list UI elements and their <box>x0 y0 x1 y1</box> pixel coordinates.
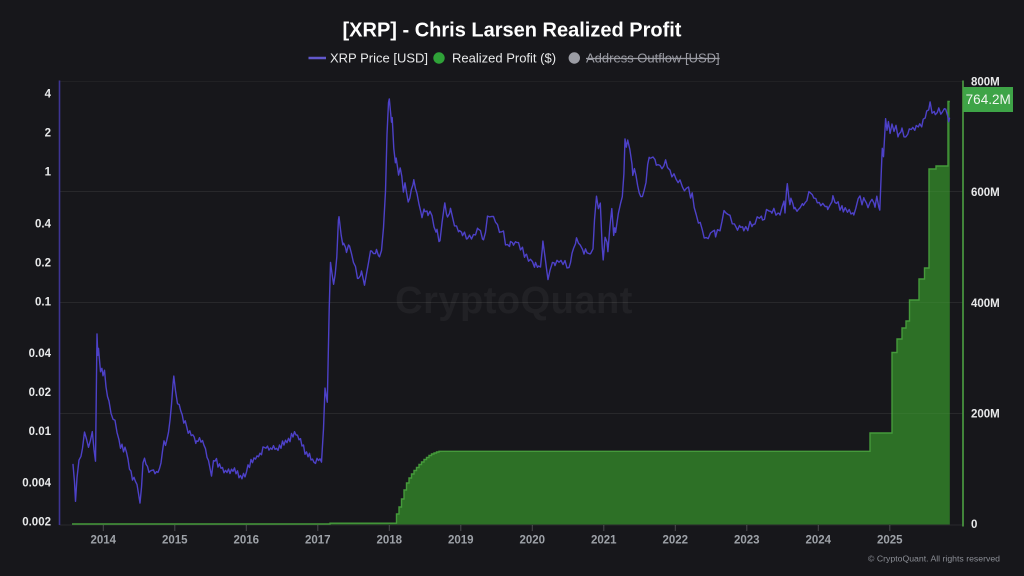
svg-text:2023: 2023 <box>734 535 760 547</box>
svg-text:Address Outflow [USD]: Address Outflow [USD] <box>586 51 720 66</box>
svg-text:0.02: 0.02 <box>29 387 51 399</box>
svg-text:2022: 2022 <box>663 535 689 547</box>
svg-text:2016: 2016 <box>234 535 260 547</box>
svg-text:764.2M: 764.2M <box>966 92 1011 107</box>
svg-text:2024: 2024 <box>806 535 832 547</box>
svg-text:2025: 2025 <box>877 535 903 547</box>
svg-text:0.4: 0.4 <box>35 218 52 230</box>
svg-text:2014: 2014 <box>91 535 117 547</box>
svg-text:1: 1 <box>45 167 52 179</box>
svg-text:Realized Profit ($): Realized Profit ($) <box>452 51 556 66</box>
svg-text:[XRP] - Chris Larsen Realized: [XRP] - Chris Larsen Realized Profit <box>343 20 682 42</box>
svg-text:2: 2 <box>45 128 51 140</box>
svg-text:4: 4 <box>45 89 52 101</box>
svg-text:200M: 200M <box>971 408 1000 420</box>
svg-text:0.2: 0.2 <box>35 257 51 269</box>
svg-text:CryptoQuant: CryptoQuant <box>395 280 633 322</box>
svg-text:0.1: 0.1 <box>35 296 52 308</box>
svg-text:0.002: 0.002 <box>22 517 51 529</box>
svg-text:XRP Price [USD]: XRP Price [USD] <box>330 51 428 66</box>
svg-text:400M: 400M <box>971 298 1000 310</box>
svg-text:0.04: 0.04 <box>29 348 52 360</box>
svg-text:2020: 2020 <box>520 535 546 547</box>
svg-text:2021: 2021 <box>591 535 617 547</box>
svg-text:2015: 2015 <box>162 535 188 547</box>
svg-text:0.01: 0.01 <box>29 426 52 438</box>
svg-text:2019: 2019 <box>448 535 474 547</box>
svg-text:600M: 600M <box>971 187 1000 199</box>
svg-text:0.004: 0.004 <box>22 478 51 490</box>
svg-text:800M: 800M <box>971 77 1000 89</box>
svg-text:2018: 2018 <box>377 535 403 547</box>
svg-text:0: 0 <box>971 519 977 531</box>
svg-text:2017: 2017 <box>305 535 331 547</box>
svg-text:© CryptoQuant. All rights rese: © CryptoQuant. All rights reserved <box>868 554 1000 564</box>
